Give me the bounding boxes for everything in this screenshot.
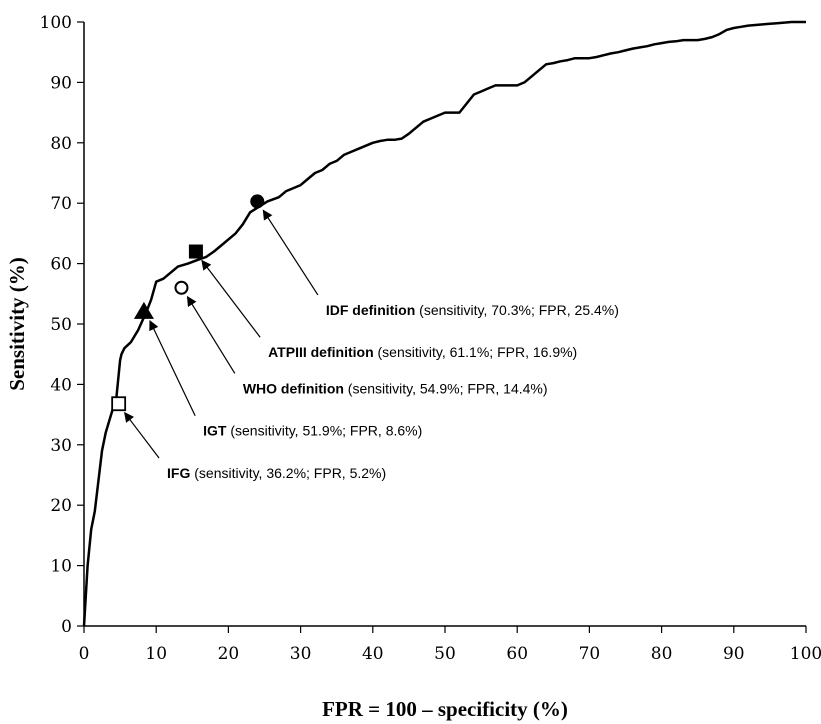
x-tick-label: 50 [434,644,456,664]
x-tick-label: 100 [790,644,821,664]
y-tick-label: 60 [50,255,72,275]
marker-filled-square [188,244,203,259]
y-tick-label: 100 [40,13,72,33]
y-tick-label: 70 [50,194,72,214]
y-tick-label: 80 [50,134,72,154]
x-tick-label: 80 [651,644,673,664]
x-tick-label: 10 [145,644,167,664]
annotation-label: IFG (sensitivity, 36.2%; FPR, 5.2%) [167,465,386,481]
x-tick-label: 20 [218,644,240,664]
annotation-arrow [149,320,196,416]
marker-open-circle [174,280,189,295]
x-tick-label: 30 [290,644,312,664]
annotations: IDF definition (sensitivity, 70.3%; FPR,… [111,194,619,481]
axis-ticks: 0 10 20 30 40 50 60 70 80 90 100 0 10 20 30 40 50 60 70 80 9… [40,13,821,664]
y-tick-label: 40 [50,375,72,395]
x-axis-title: FPR = 100 – specificity (%) [322,697,568,721]
x-tick-label: 0 [79,644,90,664]
x-tick-label: 90 [723,644,745,664]
x-tick-label: 70 [579,644,601,664]
annotation-label: IGT (sensitivity, 51.9%; FPR, 8.6%) [203,423,422,439]
y-tick-label: 90 [50,73,72,93]
annotation-arrow [124,411,160,459]
marker-filled-triangle [133,301,154,319]
marker-open-square [111,396,127,412]
annotation-label: WHO definition (sensitivity, 54.9%; FPR,… [243,380,548,396]
roc-curve [82,20,806,627]
annotation-arrow [262,209,319,296]
y-tick-label: 10 [50,557,72,577]
y-tick-label: 0 [61,617,72,637]
x-tick-label: 60 [506,644,528,664]
y-axis-title: Sensitivity (%) [5,257,29,391]
y-tick-label: 20 [50,496,72,516]
x-tick-label: 40 [362,644,384,664]
y-tick-label: 50 [50,315,72,335]
marker-filled-circle [250,194,265,209]
y-tick-label: 30 [50,436,72,456]
annotation-arrow [201,259,261,338]
annotation-label: IDF definition (sensitivity, 70.3%; FPR,… [326,302,619,318]
annotation-arrow [186,295,236,374]
annotation-label: ATPIII definition (sensitivity, 61.1%; F… [268,344,577,360]
